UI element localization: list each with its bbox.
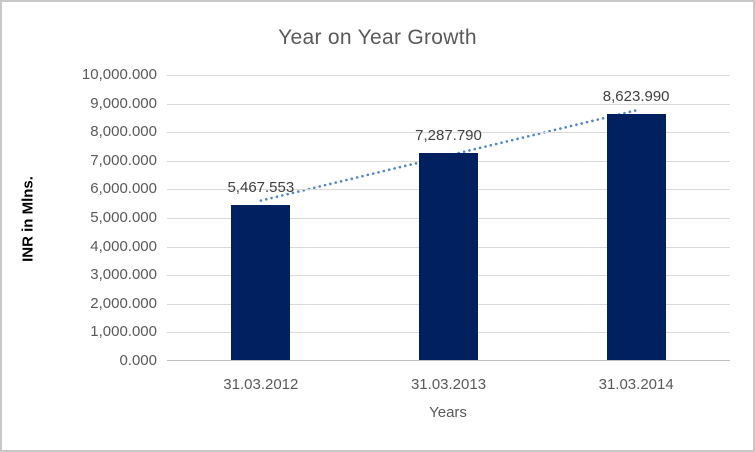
y-tick-label: 3,000.000 xyxy=(90,266,157,284)
y-tick-label: 6,000.000 xyxy=(90,180,157,198)
data-label: 7,287.790 xyxy=(415,126,482,144)
gridline xyxy=(167,132,730,134)
x-axis-title: Years xyxy=(429,404,467,421)
y-tick-label: 1,000.000 xyxy=(90,323,157,341)
data-label: 5,467.553 xyxy=(227,178,295,196)
y-tick-label: 4,000.000 xyxy=(90,237,157,255)
y-tick-label: 10,000.000 xyxy=(81,66,157,83)
plot-area: 5,467.553 7,287.790 8,623.990 xyxy=(167,75,730,361)
y-tick-label: 0.000 xyxy=(119,352,157,369)
y-axis-tick-labels: 0.000 1,000.000 2,000.000 3,000.000 4,000.00… xyxy=(2,2,157,450)
bar xyxy=(606,114,666,360)
y-tick-label: 9,000.000 xyxy=(90,94,157,112)
x-tick-label: 31.03.2013 xyxy=(410,376,487,393)
y-tick-label: 8,000.000 xyxy=(90,123,157,141)
chart-title: Year on Year Growth xyxy=(278,26,477,49)
bar xyxy=(231,204,291,360)
bar xyxy=(419,152,478,360)
gridline xyxy=(167,103,730,105)
x-tick-label: 31.03.2012 xyxy=(223,376,299,393)
y-tick-label: 7,000.000 xyxy=(90,151,157,169)
x-axis-line xyxy=(167,360,730,361)
x-tick-label: 31.03.2014 xyxy=(598,376,674,393)
data-label: 8,623.990 xyxy=(602,88,670,106)
y-tick-label: 5,000.000 xyxy=(90,209,157,226)
y-tick-label: 2,000.000 xyxy=(90,294,157,312)
gridline xyxy=(167,75,730,76)
